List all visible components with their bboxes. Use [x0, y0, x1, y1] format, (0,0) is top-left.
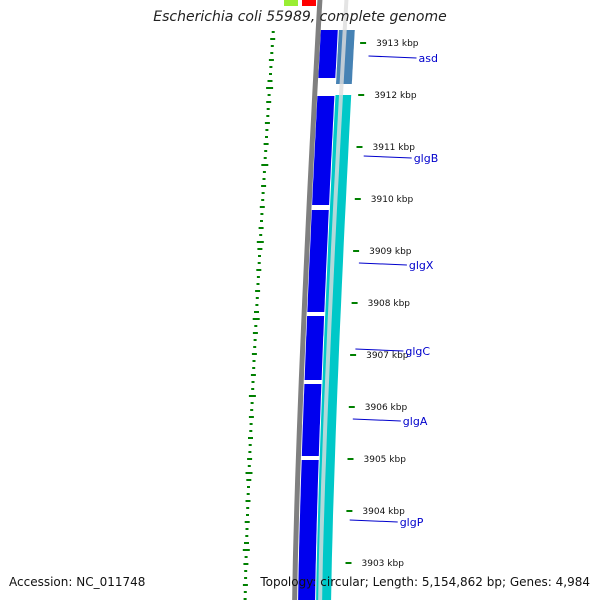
gene-label-asd: asd	[419, 52, 438, 65]
genome-stats: Topology: circular; Length: 5,154,862 bp…	[260, 575, 590, 589]
cds-tracks	[298, 30, 355, 600]
top-feature-green	[284, 0, 298, 6]
kbp-ticks: 3913 kbp 3912 kbp 3911 kbp 3910 kbp 3909 kbp…	[345, 39, 419, 569]
gene-leader-line	[363, 155, 412, 159]
tick-label: 3910 kbp	[371, 195, 414, 205]
genome-ring-line	[292, 0, 323, 600]
gene-labels: asd glgB glgX glgC glgA glgP	[349, 52, 439, 529]
tick-label: 3913 kbp	[376, 39, 419, 49]
tick-label: 3903 kbp	[362, 559, 405, 569]
tick-label: 3912 kbp	[374, 91, 417, 101]
tick-label: 3911 kbp	[373, 143, 416, 153]
tick-label: 3904 kbp	[362, 507, 405, 517]
accession-value: NC_011748	[76, 575, 146, 589]
genes-label: Genes:	[509, 575, 552, 589]
topology-value: circular	[320, 575, 365, 589]
tick-label: 3907 kbp	[366, 351, 409, 361]
accession-info: Accession: NC_011748	[9, 575, 145, 589]
ring-edge	[318, 0, 349, 600]
genes-value: 4,984	[555, 575, 590, 589]
gene-leader-line	[349, 519, 398, 523]
tick-label: 3908 kbp	[368, 299, 411, 309]
gene-label-glgP: glgP	[400, 516, 424, 529]
gene-label-glgB: glgB	[414, 152, 439, 165]
gene-leader-line	[355, 348, 404, 352]
gene-label-glgX: glgX	[409, 259, 434, 272]
gene-leader-line	[368, 55, 417, 59]
forward-cds-block	[301, 384, 322, 456]
tick-label: 3909 kbp	[369, 247, 412, 257]
gene-leader-line	[352, 418, 401, 422]
gc-skew-track	[242, 31, 276, 600]
tick-label: 3906 kbp	[365, 403, 408, 413]
forward-cds-block	[318, 30, 338, 78]
topology-label: Topology:	[260, 575, 317, 589]
top-feature-red	[302, 0, 316, 6]
gene-leader-line	[358, 262, 407, 266]
length-value: 5,154,862 bp	[421, 575, 502, 589]
genome-ring	[292, 0, 349, 600]
forward-cds-block	[304, 316, 325, 380]
length-label: Length:	[372, 575, 419, 589]
tick-label: 3905 kbp	[364, 455, 407, 465]
forward-cds-block	[307, 210, 329, 312]
gene-label-glgA: glgA	[403, 415, 428, 428]
top-features	[284, 0, 316, 6]
accession-label: Accession:	[9, 575, 73, 589]
forward-cds-block	[312, 96, 335, 205]
forward-cds-block	[298, 460, 319, 600]
gene-label-glgC: glgC	[405, 345, 430, 358]
map-title: Escherichia coli 55989, complete genome	[153, 9, 447, 25]
